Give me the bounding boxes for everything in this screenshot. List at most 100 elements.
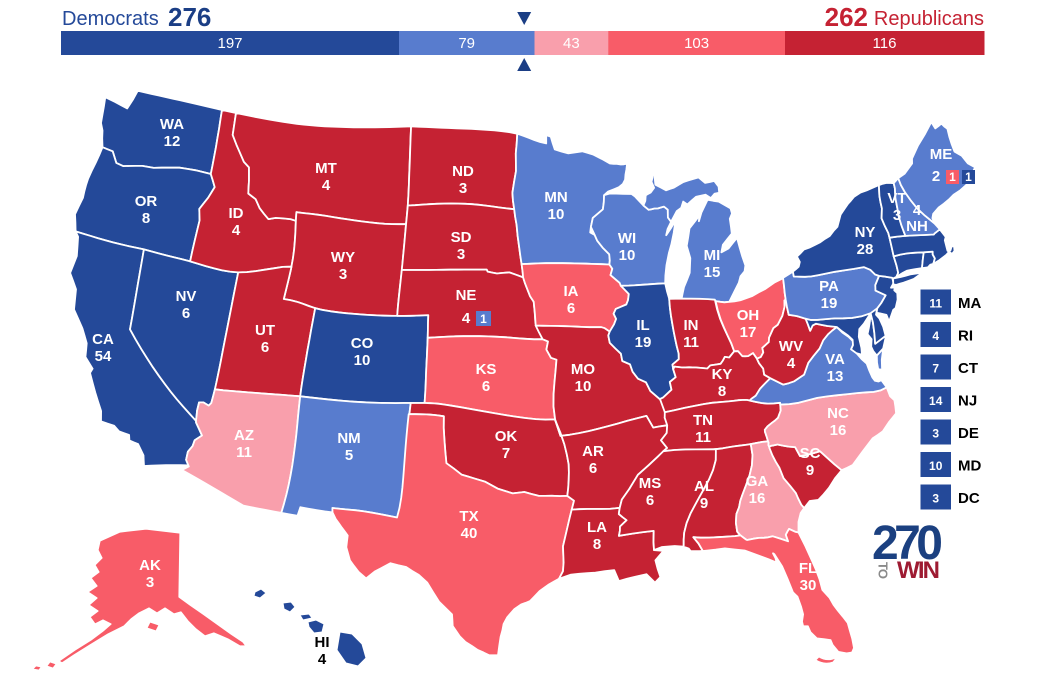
svg-text:4: 4	[322, 177, 331, 194]
svg-text:13: 13	[827, 368, 844, 385]
svg-text:3: 3	[146, 574, 154, 591]
svg-text:KY: KY	[712, 366, 733, 383]
svg-text:WIN: WIN	[897, 557, 940, 584]
svg-text:9: 9	[700, 495, 708, 512]
svg-text:11: 11	[695, 429, 711, 446]
svg-text:ME: ME	[930, 146, 953, 163]
svg-text:7: 7	[502, 445, 510, 462]
svg-text:TN: TN	[693, 412, 713, 429]
svg-text:IL: IL	[636, 317, 649, 334]
svg-text:3: 3	[893, 207, 901, 224]
svg-text:AR: AR	[582, 443, 604, 460]
svg-text:KS: KS	[476, 361, 497, 378]
svg-text:MO: MO	[571, 361, 595, 378]
svg-text:11: 11	[683, 334, 699, 351]
svg-text:8: 8	[593, 536, 601, 553]
svg-text:CA: CA	[92, 331, 114, 348]
svg-text:14: 14	[929, 394, 943, 408]
svg-text:AZ: AZ	[234, 427, 254, 444]
svg-text:16: 16	[749, 490, 766, 507]
svg-text:40: 40	[461, 525, 478, 542]
svg-text:3: 3	[932, 427, 939, 441]
svg-text:3: 3	[457, 246, 465, 263]
svg-text:5: 5	[345, 447, 353, 464]
svg-text:9: 9	[806, 462, 814, 479]
svg-text:276: 276	[168, 2, 211, 32]
svg-text:10: 10	[619, 247, 636, 264]
svg-text:NH: NH	[906, 218, 928, 235]
svg-text:11: 11	[929, 297, 942, 311]
svg-text:7: 7	[932, 362, 939, 376]
svg-text:NE: NE	[456, 287, 477, 304]
svg-text:DC: DC	[958, 490, 980, 507]
svg-text:6: 6	[182, 305, 190, 322]
svg-text:TO: TO	[876, 562, 891, 579]
svg-text:WI: WI	[618, 230, 636, 247]
svg-text:NV: NV	[176, 288, 197, 305]
svg-text:10: 10	[929, 459, 943, 473]
svg-text:RI: RI	[958, 328, 973, 345]
svg-text:6: 6	[567, 300, 575, 317]
svg-text:SD: SD	[451, 229, 472, 246]
svg-text:19: 19	[635, 334, 652, 351]
svg-text:IN: IN	[684, 317, 699, 334]
svg-text:16: 16	[830, 422, 847, 439]
svg-text:4: 4	[787, 355, 796, 372]
svg-text:OK: OK	[495, 428, 518, 445]
svg-text:PA: PA	[819, 278, 839, 295]
svg-text:4: 4	[318, 651, 327, 668]
svg-text:4: 4	[232, 222, 241, 239]
svg-text:3: 3	[932, 492, 939, 506]
svg-text:8: 8	[718, 383, 726, 400]
svg-text:4: 4	[462, 310, 471, 327]
svg-text:NM: NM	[337, 430, 360, 447]
svg-text:17: 17	[740, 324, 757, 341]
svg-text:VA: VA	[825, 351, 845, 368]
svg-text:VT: VT	[887, 190, 906, 207]
svg-text:11: 11	[236, 444, 252, 461]
svg-text:MI: MI	[704, 247, 721, 264]
svg-text:10: 10	[354, 352, 371, 369]
svg-text:6: 6	[589, 460, 597, 477]
svg-text:1: 1	[480, 312, 487, 326]
svg-text:TX: TX	[459, 508, 478, 525]
svg-text:4: 4	[932, 329, 939, 343]
svg-text:4: 4	[913, 202, 922, 219]
svg-text:19: 19	[821, 295, 838, 312]
svg-text:15: 15	[704, 264, 721, 281]
svg-text:WV: WV	[779, 338, 803, 355]
svg-text:UT: UT	[255, 322, 275, 339]
svg-text:6: 6	[261, 339, 269, 356]
svg-text:DE: DE	[958, 425, 979, 442]
svg-text:HI: HI	[315, 634, 330, 651]
svg-text:Democrats: Democrats	[62, 8, 159, 30]
svg-text:GA: GA	[746, 473, 769, 490]
svg-text:30: 30	[800, 577, 817, 594]
svg-text:54: 54	[95, 348, 112, 365]
svg-text:CO: CO	[351, 335, 374, 352]
svg-text:Republicans: Republicans	[874, 8, 984, 30]
svg-text:43: 43	[563, 35, 580, 52]
svg-text:79: 79	[458, 35, 475, 52]
svg-text:116: 116	[873, 35, 897, 52]
svg-text:MS: MS	[639, 475, 662, 492]
svg-text:270: 270	[872, 517, 941, 570]
svg-text:MT: MT	[315, 160, 337, 177]
svg-text:NY: NY	[855, 224, 876, 241]
svg-text:AK: AK	[139, 557, 161, 574]
svg-text:MD: MD	[958, 458, 981, 475]
svg-text:LA: LA	[587, 519, 607, 536]
svg-text:NJ: NJ	[958, 393, 977, 410]
svg-text:SC: SC	[800, 445, 821, 462]
svg-text:FL: FL	[799, 560, 817, 577]
svg-text:IA: IA	[564, 283, 579, 300]
svg-text:OR: OR	[135, 193, 158, 210]
svg-text:6: 6	[646, 492, 654, 509]
svg-text:103: 103	[684, 35, 709, 52]
svg-text:WY: WY	[331, 249, 355, 266]
svg-text:ID: ID	[229, 205, 244, 222]
svg-text:CT: CT	[958, 360, 978, 377]
svg-text:NC: NC	[827, 405, 849, 422]
svg-text:1: 1	[949, 170, 956, 184]
svg-text:10: 10	[548, 206, 565, 223]
